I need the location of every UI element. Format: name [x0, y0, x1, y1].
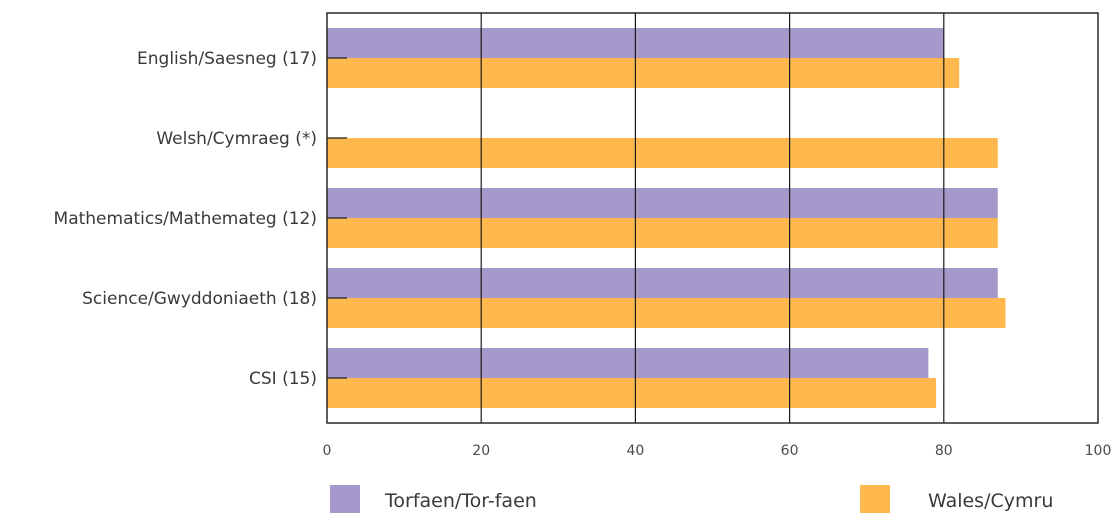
bar-torfaen-2	[327, 188, 998, 218]
x-tick-label-40: 40	[626, 443, 644, 459]
x-tick-label-20: 20	[472, 443, 490, 459]
bar-torfaen-4	[327, 348, 929, 378]
plot-border	[326, 12, 1099, 424]
x-tick-label-80: 80	[935, 443, 953, 459]
x-tick-label-100: 100	[1085, 443, 1112, 459]
x-tick-label-0: 0	[323, 443, 332, 459]
x-tick-label-60: 60	[781, 443, 799, 459]
bar-wales-4	[327, 378, 937, 408]
bar-wales-1	[327, 138, 998, 168]
plot-frame	[326, 12, 1099, 424]
grid-lines	[480, 13, 945, 423]
bar-torfaen-3	[327, 268, 998, 298]
legend-swatch-1	[860, 485, 890, 513]
category-label-3: Science/Gwyddoniaeth (18)	[82, 289, 317, 309]
x-tick-labels: 0 20 40 60 80 100	[323, 443, 1112, 459]
category-label-1: Welsh/Cymraeg (*)	[156, 129, 317, 149]
bar-wales-0	[327, 58, 960, 88]
category-label-4: CSI (15)	[249, 369, 317, 389]
bar-wales-2	[327, 218, 998, 248]
category-label-2: Mathematics/Mathemateg (12)	[54, 209, 317, 229]
legend: Torfaen/Tor-faen Wales/Cymru	[330, 485, 1053, 513]
legend-swatch-0	[330, 485, 360, 513]
bars	[327, 28, 1006, 408]
category-label-0: English/Saesneg (17)	[137, 49, 317, 69]
category-labels: English/Saesneg (17) Welsh/Cymraeg (*) Mat…	[54, 49, 317, 389]
bar-wales-3	[327, 298, 1006, 328]
legend-label-1: Wales/Cymru	[928, 490, 1053, 512]
legend-label-0: Torfaen/Tor-faen	[384, 490, 537, 512]
